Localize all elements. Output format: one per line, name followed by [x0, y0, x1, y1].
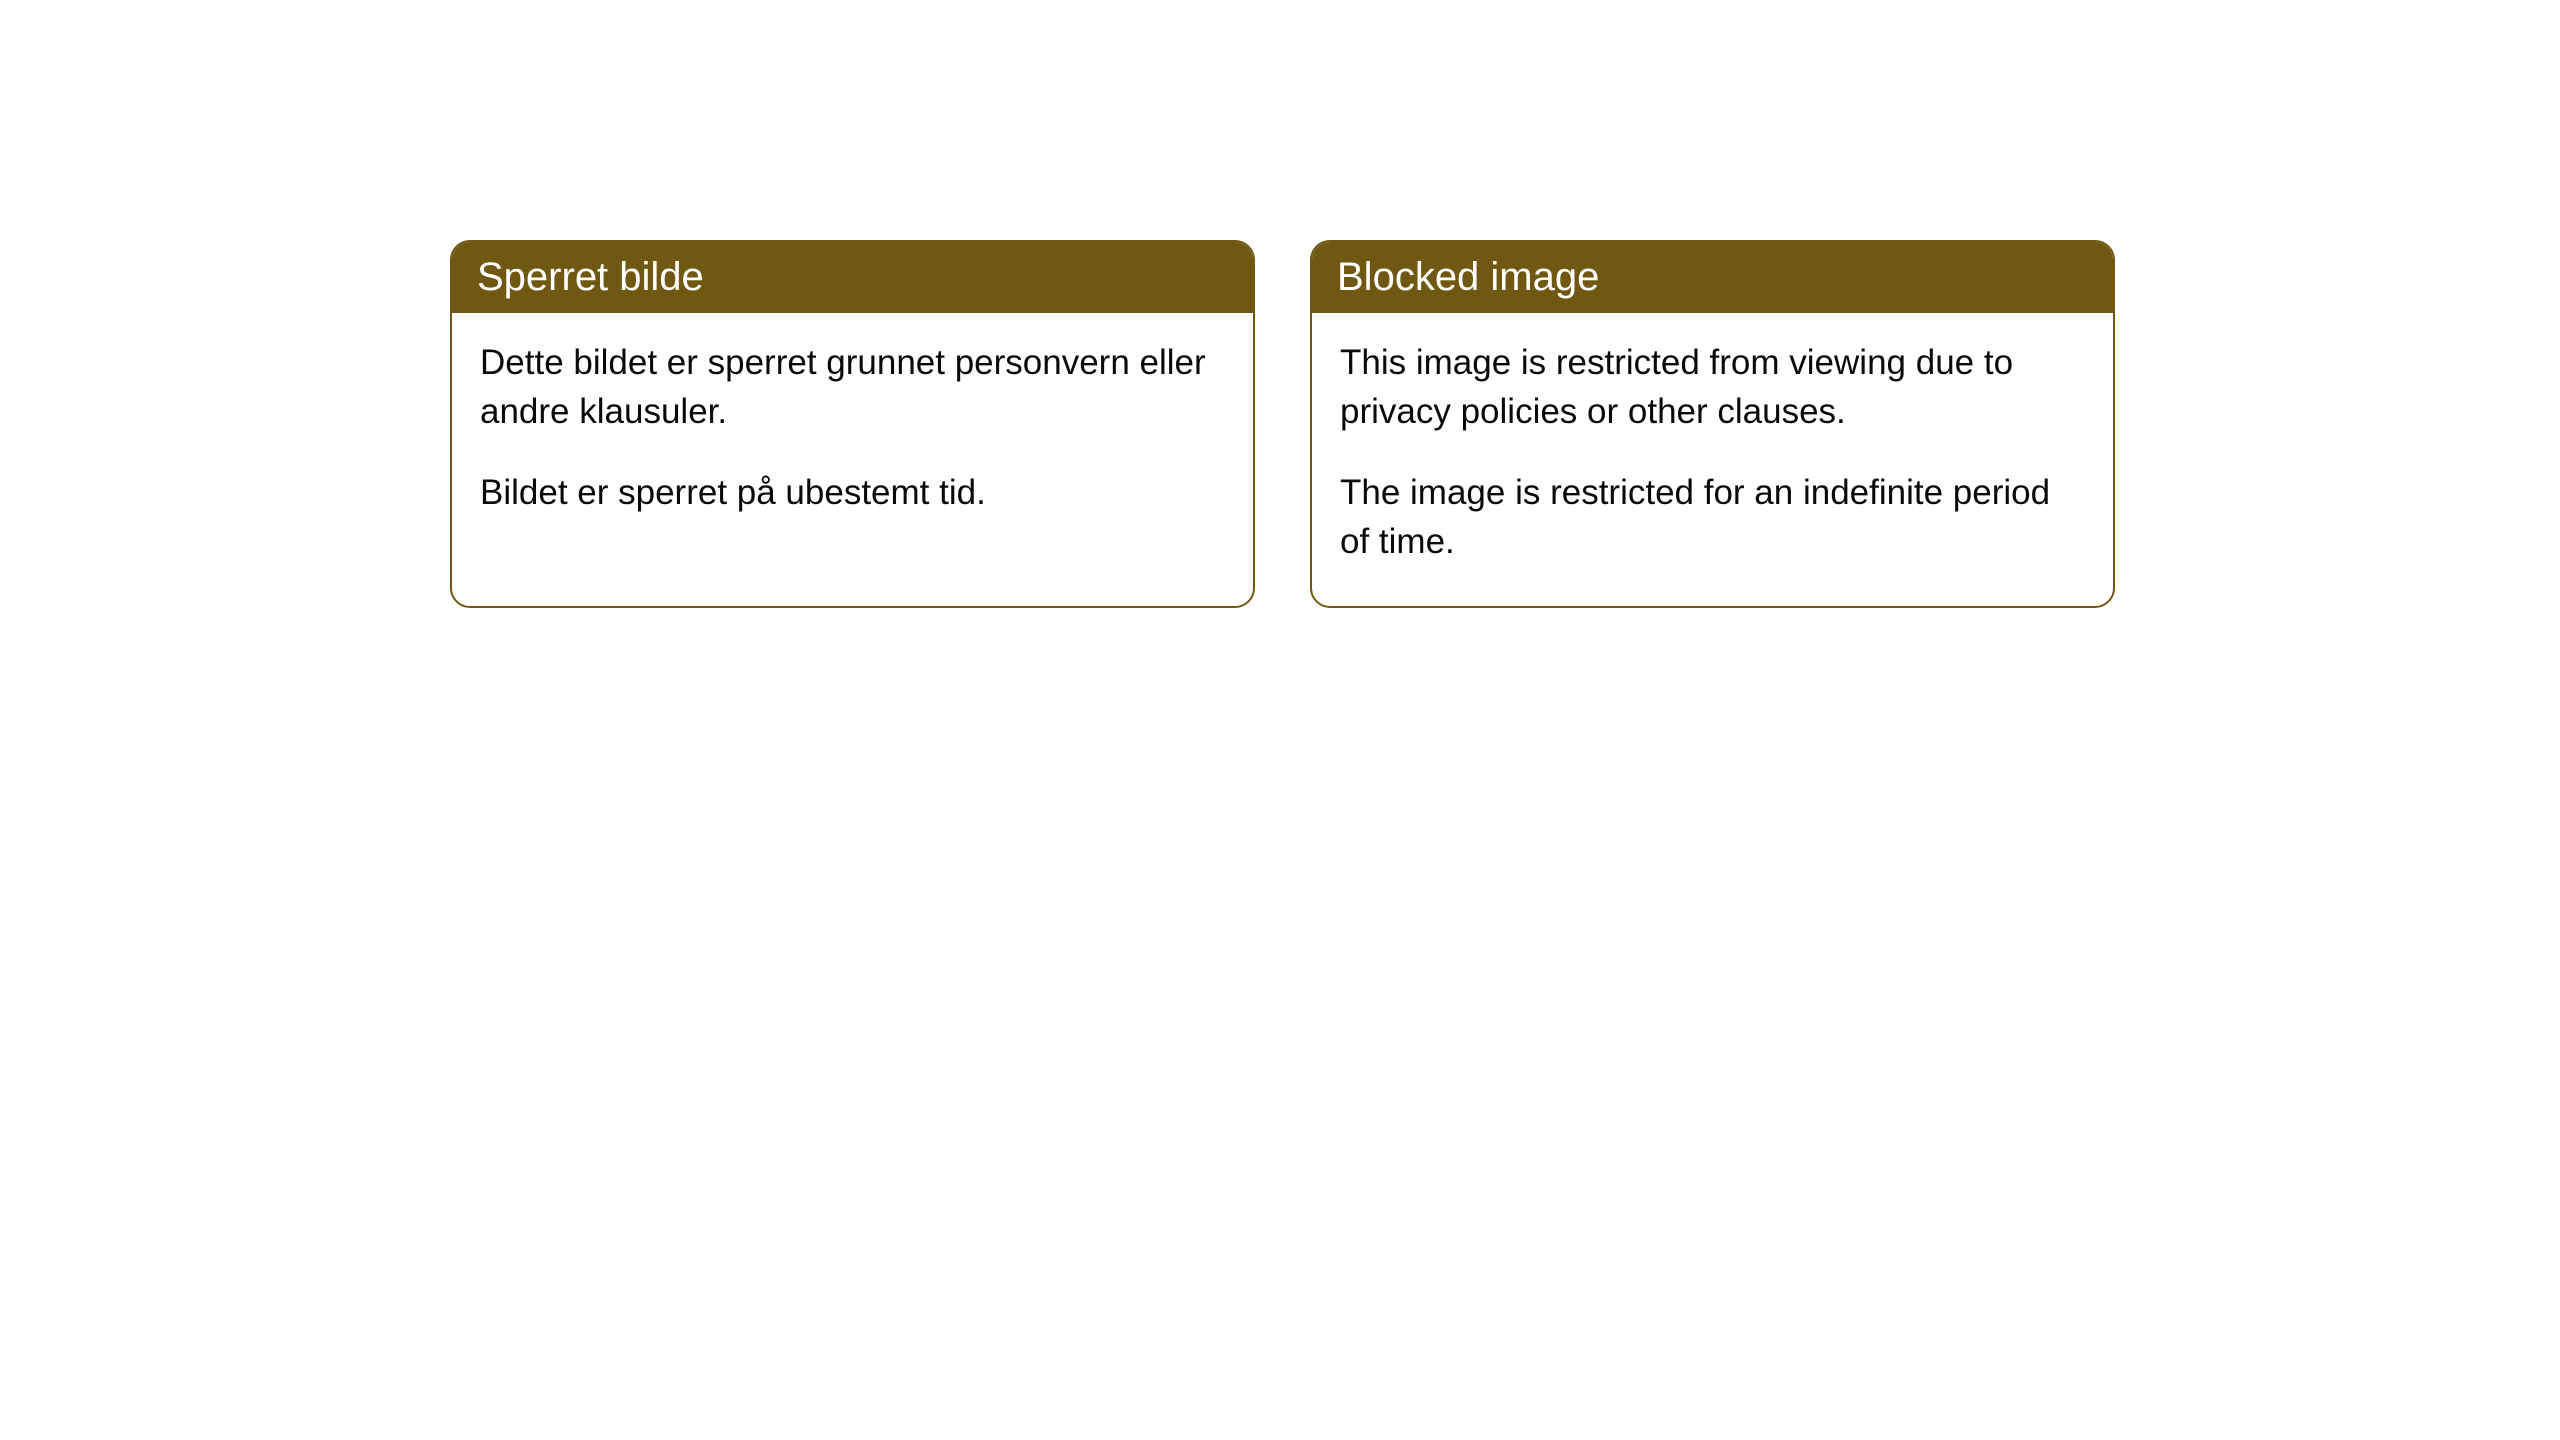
card-paragraph: Bildet er sperret på ubestemt tid.	[480, 468, 1225, 517]
card-title: Blocked image	[1337, 255, 1599, 299]
card-paragraph: This image is restricted from viewing du…	[1340, 338, 2085, 436]
blocked-image-card-norwegian: Sperret bilde Dette bildet er sperret gr…	[450, 240, 1255, 608]
blocked-image-card-english: Blocked image This image is restricted f…	[1310, 240, 2115, 608]
card-body-norwegian: Dette bildet er sperret grunnet personve…	[452, 313, 1253, 557]
card-paragraph: The image is restricted for an indefinit…	[1340, 468, 2085, 566]
notice-container: Sperret bilde Dette bildet er sperret gr…	[0, 0, 2560, 608]
card-header-english: Blocked image	[1312, 242, 2113, 313]
card-header-norwegian: Sperret bilde	[452, 242, 1253, 313]
card-paragraph: Dette bildet er sperret grunnet personve…	[480, 338, 1225, 436]
card-body-english: This image is restricted from viewing du…	[1312, 313, 2113, 606]
card-title: Sperret bilde	[477, 255, 704, 299]
